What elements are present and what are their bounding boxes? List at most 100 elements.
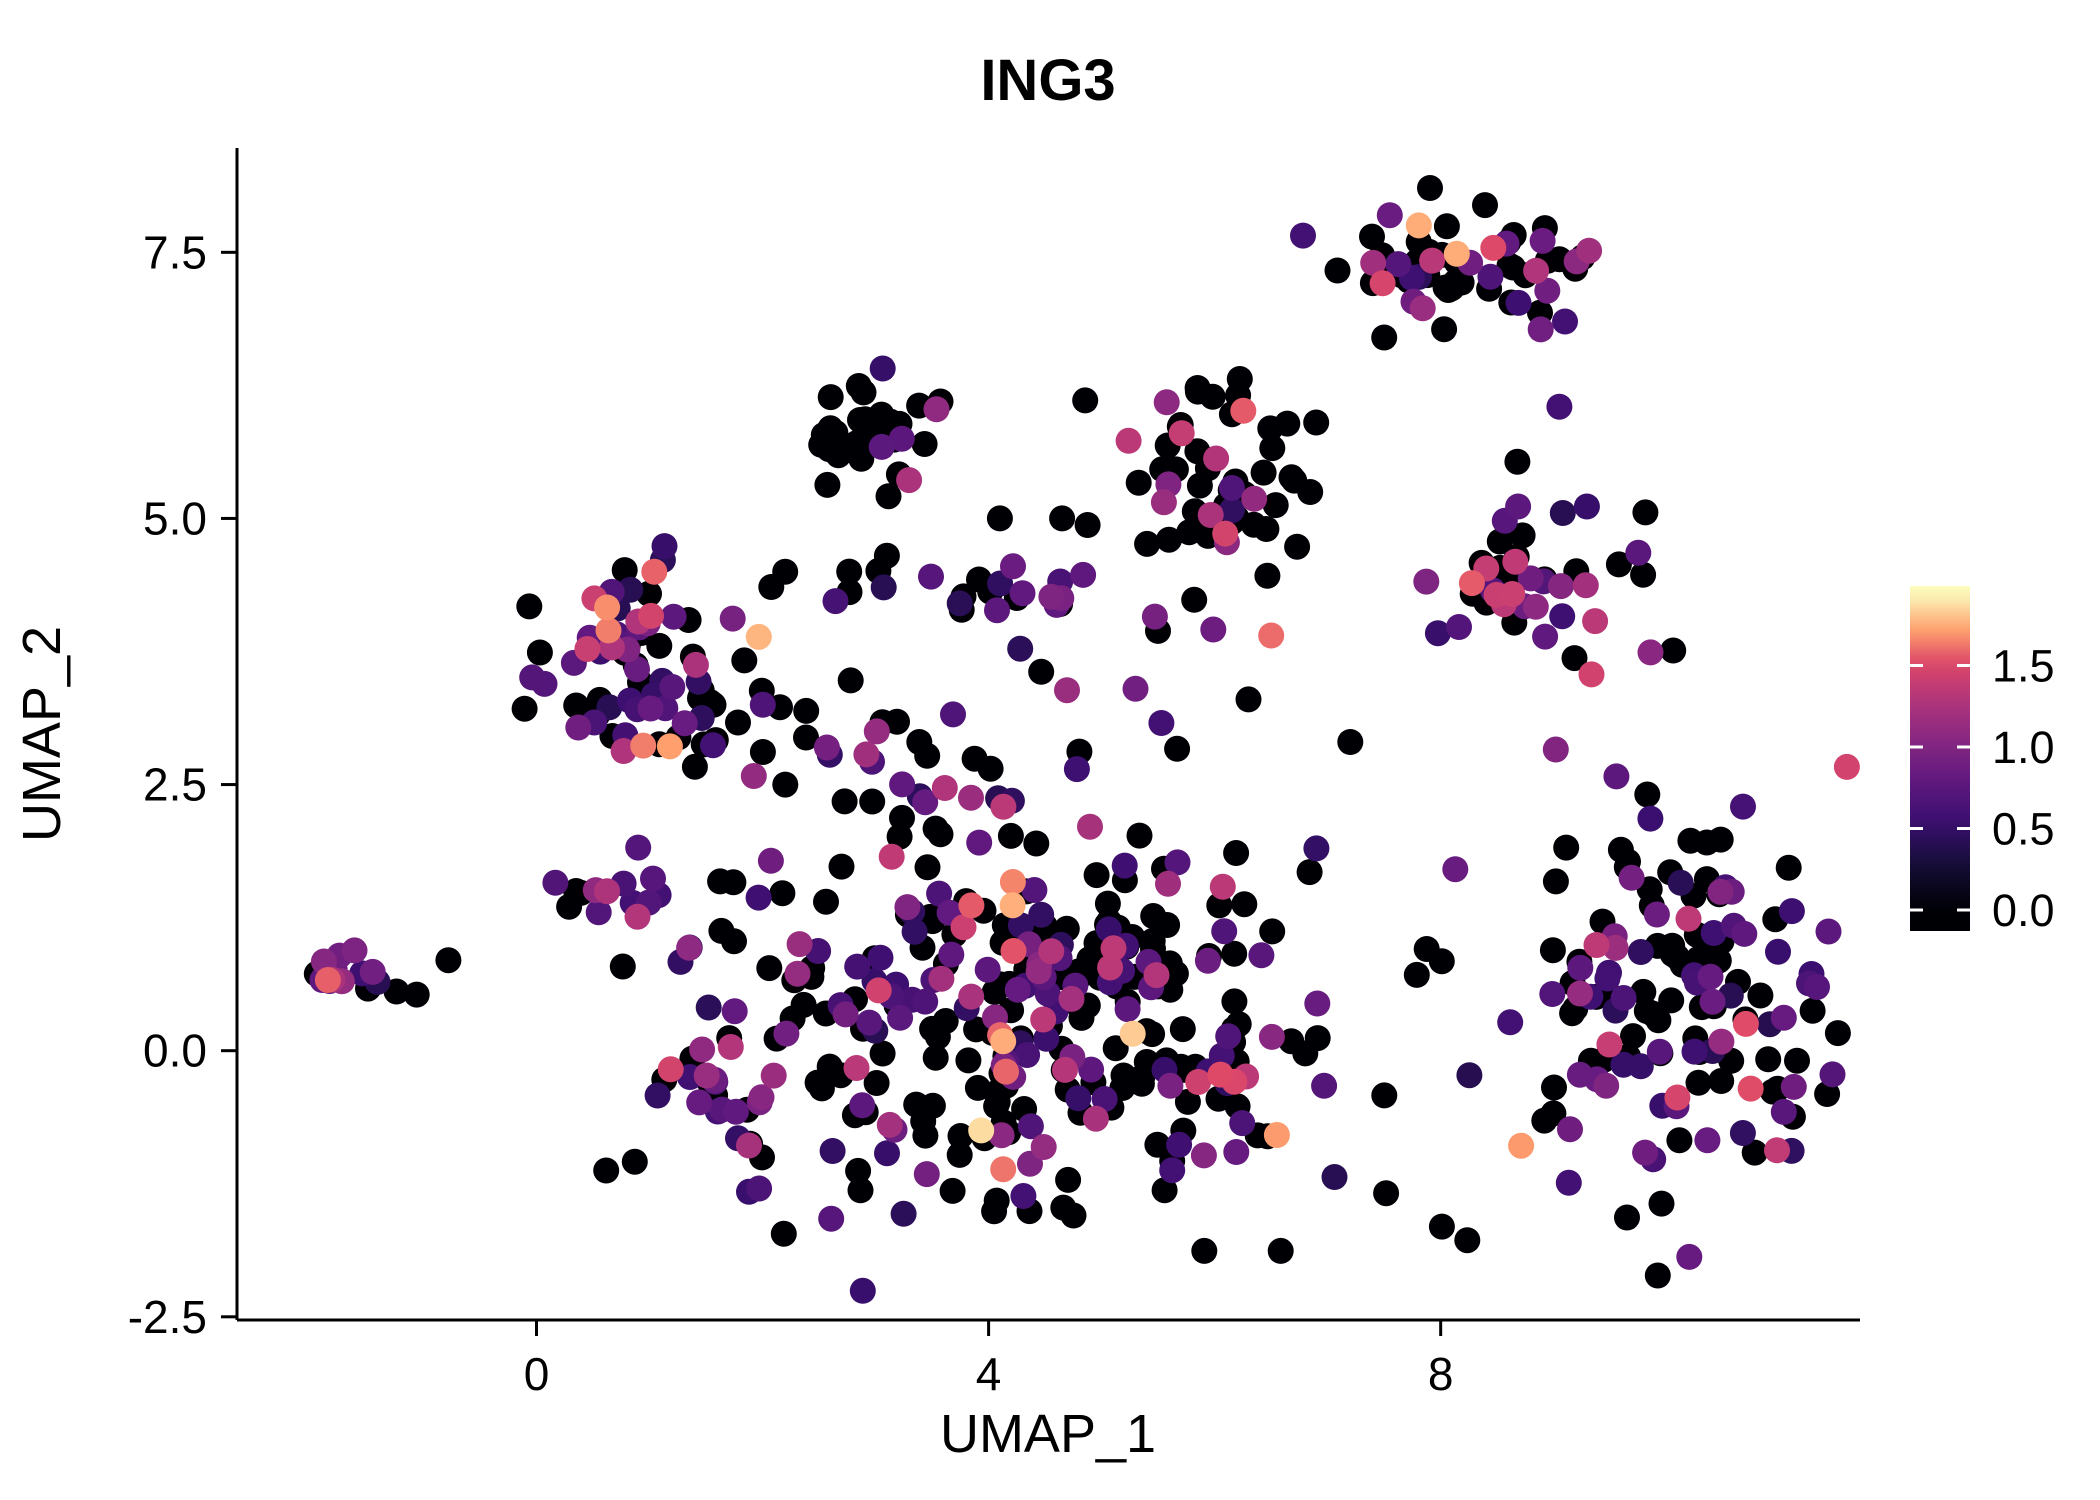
data-point: [585, 899, 612, 926]
data-point: [926, 880, 953, 907]
data-point: [863, 718, 890, 745]
data-point: [1028, 658, 1055, 685]
data-point: [1502, 548, 1529, 575]
data-point: [1546, 393, 1573, 420]
data-point: [1074, 512, 1101, 538]
data-point: [1229, 1110, 1256, 1137]
data-point: [1747, 982, 1774, 1009]
data-point: [1373, 1180, 1400, 1207]
data-point: [1376, 202, 1403, 229]
data-point: [1076, 946, 1103, 973]
data-point: [341, 937, 368, 964]
data-point: [1052, 1056, 1078, 1083]
data-point: [640, 865, 666, 892]
data-point: [1557, 1116, 1583, 1143]
data-point: [1324, 257, 1351, 284]
data-point: [1181, 586, 1208, 613]
data-point: [832, 1001, 859, 1028]
data-point: [772, 558, 799, 585]
data-point: [1804, 974, 1830, 1000]
data-point: [813, 888, 839, 915]
data-point: [822, 419, 849, 446]
data-point: [1542, 736, 1569, 763]
data-point: [1486, 528, 1513, 555]
data-point: [1413, 936, 1440, 962]
data-point: [1221, 940, 1248, 967]
data-point: [1021, 877, 1048, 903]
data-point: [769, 880, 796, 907]
data-point: [519, 664, 546, 691]
data-point: [1737, 1075, 1764, 1102]
data-point: [1499, 581, 1526, 607]
data-point: [1304, 990, 1331, 1017]
data-point: [1605, 551, 1632, 578]
data-point: [731, 647, 758, 674]
data-point: [837, 667, 864, 694]
legend-colorbar: 0.0 0.5 1.0 1.5: [1910, 586, 2055, 936]
data-point: [746, 1175, 773, 1202]
data-point: [359, 958, 386, 985]
data-point: [1150, 489, 1177, 516]
data-point: [644, 1082, 671, 1109]
data-point: [1049, 505, 1076, 532]
data-point: [1729, 1120, 1756, 1146]
data-point: [1010, 1183, 1037, 1209]
data-point: [1259, 918, 1286, 945]
data-point: [1194, 947, 1221, 974]
data-point: [1693, 829, 1720, 856]
data-point: [1505, 493, 1532, 520]
data-point: [736, 1132, 762, 1159]
data-point: [1166, 1131, 1193, 1158]
data-point: [1527, 316, 1554, 343]
data-point: [955, 1047, 982, 1074]
data-point: [719, 605, 746, 632]
data-point: [1023, 830, 1050, 857]
data-point: [1155, 870, 1181, 897]
data-point: [939, 1177, 966, 1204]
data-point: [1659, 932, 1686, 959]
data-point: [889, 771, 916, 798]
data-point: [1207, 1061, 1234, 1088]
data-point: [749, 691, 776, 718]
y-tick-label: -2.5: [128, 1291, 207, 1343]
data-point: [1000, 553, 1026, 580]
data-point: [1070, 561, 1097, 588]
data-point: [1248, 942, 1275, 969]
data-point: [947, 1123, 974, 1149]
data-point: [610, 738, 637, 764]
data-point: [1435, 277, 1462, 303]
data-point: [963, 1016, 990, 1043]
data-point: [1134, 530, 1161, 557]
data-point: [1218, 497, 1245, 524]
data-point: [1541, 1074, 1567, 1101]
data-point: [1151, 1177, 1178, 1204]
data-point: [1254, 562, 1281, 589]
data-point: [1732, 1010, 1759, 1037]
data-point: [1215, 1023, 1242, 1050]
data-point: [850, 379, 877, 406]
data-point: [819, 1138, 846, 1164]
data-point: [793, 697, 820, 724]
data-point: [1553, 834, 1580, 861]
data-point: [1078, 1056, 1105, 1083]
data-point: [814, 471, 841, 498]
data-point: [1091, 1086, 1118, 1112]
data-point: [1262, 492, 1289, 519]
data-point: [869, 355, 896, 382]
data-point: [966, 829, 993, 856]
data-point: [656, 733, 683, 760]
data-point: [1784, 1047, 1810, 1074]
data-point: [1203, 445, 1230, 472]
data-point: [1708, 1068, 1735, 1094]
data-point: [1549, 500, 1576, 526]
data-point: [1250, 459, 1277, 486]
data-point: [1197, 502, 1224, 528]
chart-title: ING3: [980, 48, 1115, 113]
data-point: [1419, 247, 1446, 274]
data-point: [828, 853, 855, 880]
data-point: [565, 714, 592, 741]
data-point: [1454, 1227, 1481, 1254]
data-point: [1625, 539, 1652, 566]
data-point: [845, 1157, 872, 1184]
